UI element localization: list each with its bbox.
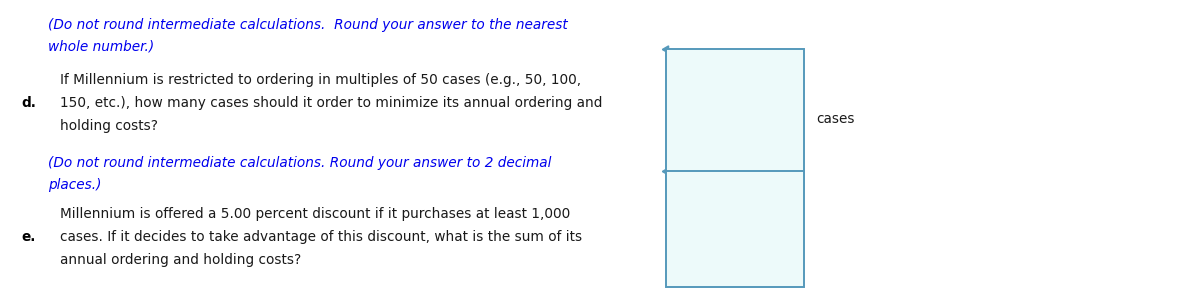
Text: whole number.): whole number.) bbox=[48, 40, 155, 54]
Text: e.: e. bbox=[22, 230, 36, 244]
Text: annual ordering and holding costs?: annual ordering and holding costs? bbox=[60, 253, 301, 267]
Text: If Millennium is restricted to ordering in multiples of 50 cases (e.g., 50, 100,: If Millennium is restricted to ordering … bbox=[60, 73, 581, 87]
Text: cases. If it decides to take advantage of this discount, what is the sum of its: cases. If it decides to take advantage o… bbox=[60, 230, 582, 244]
Text: (Do not round intermediate calculations. Round your answer to 2 decimal: (Do not round intermediate calculations.… bbox=[48, 156, 551, 170]
Text: Millennium is offered a 5.00 percent discount if it purchases at least 1,000: Millennium is offered a 5.00 percent dis… bbox=[60, 207, 570, 221]
Text: 150, etc.), how many cases should it order to minimize its annual ordering and: 150, etc.), how many cases should it ord… bbox=[60, 96, 602, 110]
Text: cases: cases bbox=[816, 112, 854, 126]
Text: d.: d. bbox=[22, 96, 36, 110]
Text: (Do not round intermediate calculations.  Round your answer to the nearest: (Do not round intermediate calculations.… bbox=[48, 18, 568, 32]
Text: holding costs?: holding costs? bbox=[60, 119, 158, 133]
Text: places.): places.) bbox=[48, 178, 102, 192]
